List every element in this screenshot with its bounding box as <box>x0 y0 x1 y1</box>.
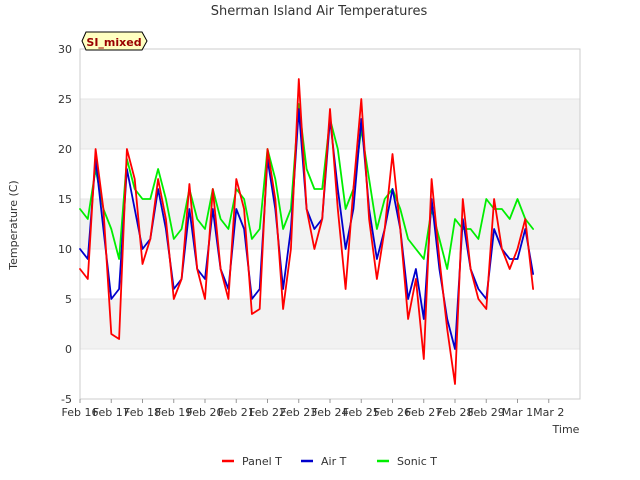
legend-label: Sonic T <box>397 455 437 468</box>
x-tick-label: Feb 23 <box>280 406 317 419</box>
x-tick-label: Mar 1 <box>502 406 533 419</box>
x-tick-label: Feb 26 <box>374 406 411 419</box>
y-tick-label: 0 <box>65 343 72 356</box>
chart-title: Sherman Island Air Temperatures <box>211 4 428 19</box>
series-panel-t <box>79 78 534 385</box>
y-tick-label: 25 <box>58 93 72 106</box>
legend-item: Panel T <box>222 455 282 468</box>
annotation-shape <box>81 31 148 51</box>
annotation-label: SI_mixed <box>86 36 141 49</box>
legend-item: Sonic T <box>377 455 437 468</box>
x-tick-label: Feb 19 <box>155 406 192 419</box>
x-axis-label: Time <box>552 423 580 436</box>
y-axis: -5 0 5 10 15 20 25 30 <box>58 43 72 406</box>
y-tick-label: 15 <box>58 193 72 206</box>
x-tick-label: Feb 25 <box>343 406 380 419</box>
x-tick-label: Feb 24 <box>312 406 349 419</box>
legend-label: Air T <box>321 455 347 468</box>
legend-label: Panel T <box>242 455 282 468</box>
legend: Panel T Air T Sonic T <box>222 455 437 468</box>
y-tick-label: 5 <box>65 293 72 306</box>
grid-band-0 <box>80 299 580 349</box>
series-sonic-t <box>79 103 534 270</box>
annotation-box: SI_mixed <box>81 31 148 51</box>
x-tick-label: Feb 22 <box>249 406 286 419</box>
x-tick-label: Feb 16 <box>62 406 99 419</box>
series-layer <box>79 78 534 385</box>
x-tick-label: Mar 2 <box>533 406 564 419</box>
x-tick-label: Feb 21 <box>218 406 255 419</box>
legend-item: Air T <box>301 455 347 468</box>
y-tick-label: 20 <box>58 143 72 156</box>
x-tick-label: Feb 20 <box>187 406 224 419</box>
x-tick-label: Feb 28 <box>437 406 474 419</box>
x-tick-label: Feb 29 <box>468 406 505 419</box>
y-tick-label: 10 <box>58 243 72 256</box>
x-tick-label: Feb 18 <box>124 406 161 419</box>
x-tick-label: Feb 17 <box>93 406 130 419</box>
y-axis-label: Temperature (C) <box>7 180 20 270</box>
y-tick-label: 30 <box>58 43 72 56</box>
y-tick-label: -5 <box>61 393 72 406</box>
grid-bands <box>80 48 580 400</box>
x-tick-label: Feb 27 <box>405 406 442 419</box>
